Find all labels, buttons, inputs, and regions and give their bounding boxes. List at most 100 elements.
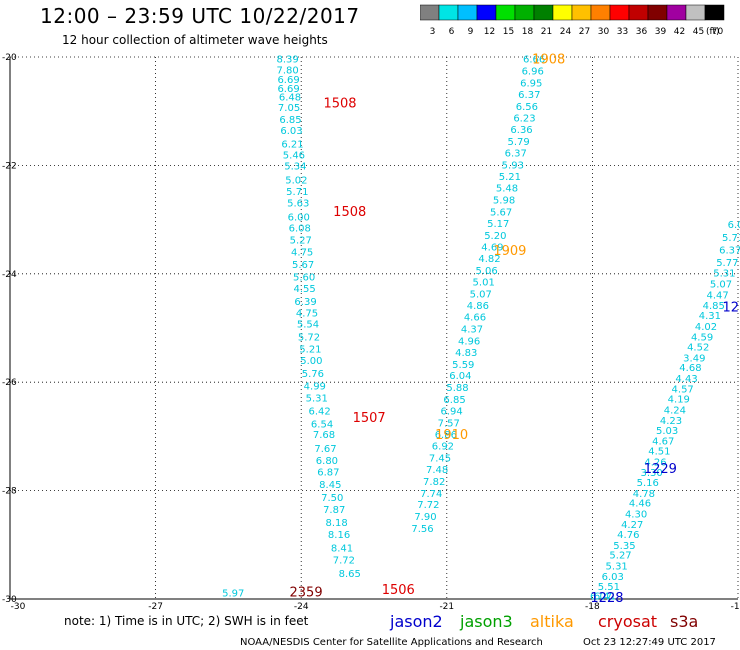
scale-label: 9 bbox=[468, 27, 474, 37]
swh-point: 5.21 bbox=[299, 345, 321, 356]
swh-point: 7.72 bbox=[417, 500, 439, 511]
scale-label: 42 bbox=[674, 27, 685, 37]
swh-point: 5.46 bbox=[283, 151, 305, 162]
swh-point: 6.08 bbox=[289, 224, 311, 235]
swh-point: 7.80 bbox=[276, 65, 298, 76]
y-tick-label: -24 bbox=[2, 270, 17, 280]
swh-point: 5.88 bbox=[446, 383, 468, 394]
legend-item: jason3 bbox=[459, 612, 513, 631]
scale-label: 39 bbox=[655, 27, 667, 37]
scale-label: 6 bbox=[449, 27, 455, 37]
swh-point: 4.85 bbox=[703, 301, 725, 312]
swh-point: 8.18 bbox=[325, 518, 347, 529]
swh-point: 4.68 bbox=[679, 363, 701, 374]
swh-point: 5.31 bbox=[713, 269, 735, 280]
swh-point: 5.03 bbox=[656, 426, 678, 437]
swh-point: 6.00 bbox=[288, 212, 310, 223]
swh-point: 8.45 bbox=[319, 480, 341, 491]
swh-point: 4.96 bbox=[458, 336, 480, 347]
swh-point: 6.85 bbox=[443, 395, 465, 406]
swh-point: 4.24 bbox=[664, 405, 686, 416]
pass-label: 1508 bbox=[323, 97, 356, 112]
swh-point: 5.67 bbox=[292, 260, 314, 271]
swh-point: 6.37 bbox=[505, 148, 527, 159]
swh-point: 5.72 bbox=[298, 333, 320, 344]
swh-point: 6.66 bbox=[523, 55, 545, 66]
swh-point: 5.59 bbox=[452, 360, 474, 371]
pass-label: 1507 bbox=[353, 411, 386, 426]
scale-label: 24 bbox=[560, 27, 572, 37]
swh-point: 5.27 bbox=[609, 551, 631, 562]
swh-point: 4.23 bbox=[660, 416, 682, 427]
legend-item: jason2 bbox=[389, 612, 443, 631]
swh-point: 5.71 bbox=[286, 187, 308, 198]
swh-point: 4.78 bbox=[633, 489, 655, 500]
swh-point: 6.0 bbox=[728, 220, 740, 231]
swh-point: 4.19 bbox=[668, 394, 690, 405]
swh-point: 8.65 bbox=[339, 569, 361, 580]
legend-item: s3a bbox=[670, 612, 698, 631]
swh-point: 4.26 bbox=[644, 457, 666, 468]
x-tick-label: -15 bbox=[731, 602, 740, 612]
swh-point: 4.43 bbox=[675, 374, 697, 385]
swh-point: 4.46 bbox=[629, 499, 651, 510]
footer-note: note: 1) Time is in UTC; 2) SWH is in fe… bbox=[64, 614, 309, 628]
swh-point: 5.60 bbox=[293, 273, 315, 284]
swh-point: 6.80 bbox=[316, 456, 338, 467]
x-tick-label: -27 bbox=[148, 602, 163, 612]
swh-point: 6.36 bbox=[510, 125, 532, 136]
scale-label: 15 bbox=[503, 27, 514, 37]
swh-point: 4.30 bbox=[625, 509, 647, 520]
swh-point: 6.92 bbox=[432, 442, 454, 453]
scale-label: 70 bbox=[712, 27, 724, 37]
swh-point: 4.59 bbox=[691, 333, 713, 344]
swh-point: 5.16 bbox=[637, 478, 659, 489]
scale-label: 45 bbox=[693, 27, 704, 37]
swh-point: 5.02 bbox=[285, 175, 307, 186]
swh-point: 6.95 bbox=[520, 78, 542, 89]
swh-point: 5.34 bbox=[284, 161, 306, 172]
swh-point: 4.67 bbox=[652, 437, 674, 448]
y-tick-label: -28 bbox=[2, 487, 17, 497]
swh-point: 4.52 bbox=[687, 342, 709, 353]
swh-point: 8.16 bbox=[328, 530, 350, 541]
pass-label: 1229 bbox=[644, 462, 677, 477]
swh-point: 5.35 bbox=[613, 541, 635, 552]
swh-point: 7.90 bbox=[414, 512, 436, 523]
scale-swatch bbox=[704, 4, 725, 21]
swh-point: 5.01 bbox=[473, 277, 495, 288]
swh-point: 4.57 bbox=[672, 385, 694, 396]
swh-point: 7.50 bbox=[321, 493, 343, 504]
swh-point: 4.51 bbox=[648, 446, 670, 457]
swh-point: 6.54 bbox=[311, 419, 333, 430]
x-tick-label: -30 bbox=[11, 602, 26, 612]
swh-point: 4.82 bbox=[478, 254, 500, 265]
scale-unit: (ft) bbox=[706, 27, 720, 37]
chart-subtitle: 12 hour collection of altimeter wave hei… bbox=[62, 33, 328, 47]
swh-point: 6.03 bbox=[602, 572, 624, 583]
swh-point: 5.00 bbox=[300, 356, 322, 367]
legend-item: altika bbox=[530, 612, 574, 631]
swh-point: 5.67 bbox=[490, 207, 512, 218]
swh-point: 7.57 bbox=[438, 418, 460, 429]
swh-point: 6.86 bbox=[435, 430, 457, 441]
swh-point: 4.31 bbox=[699, 311, 721, 322]
chart-title: 12:00 – 23:59 UTC 10/22/2017 bbox=[40, 4, 360, 28]
swh-point: 4.55 bbox=[293, 284, 315, 295]
pass-label: 1908 bbox=[532, 53, 565, 68]
swh-point: 7.45 bbox=[429, 454, 451, 465]
pass-label: 12 bbox=[722, 300, 739, 315]
y-tick-label: -30 bbox=[2, 595, 17, 605]
swh-point: 5.07 bbox=[710, 280, 732, 291]
swh-point: 4.66 bbox=[464, 313, 486, 324]
swh-point: 4.83 bbox=[455, 348, 477, 359]
swh-point: 8.41 bbox=[331, 544, 353, 555]
scale-label: 3 bbox=[430, 27, 436, 37]
swh-point: 6.48 bbox=[279, 93, 301, 104]
swh-point: 7.05 bbox=[278, 103, 300, 114]
swh-point: 6.39 bbox=[294, 297, 316, 308]
swh-point: 6.69 bbox=[277, 75, 299, 86]
scale-label: 12 bbox=[484, 27, 495, 37]
swh-point: 4.76 bbox=[617, 530, 639, 541]
swh-point: 5.20 bbox=[484, 231, 506, 242]
